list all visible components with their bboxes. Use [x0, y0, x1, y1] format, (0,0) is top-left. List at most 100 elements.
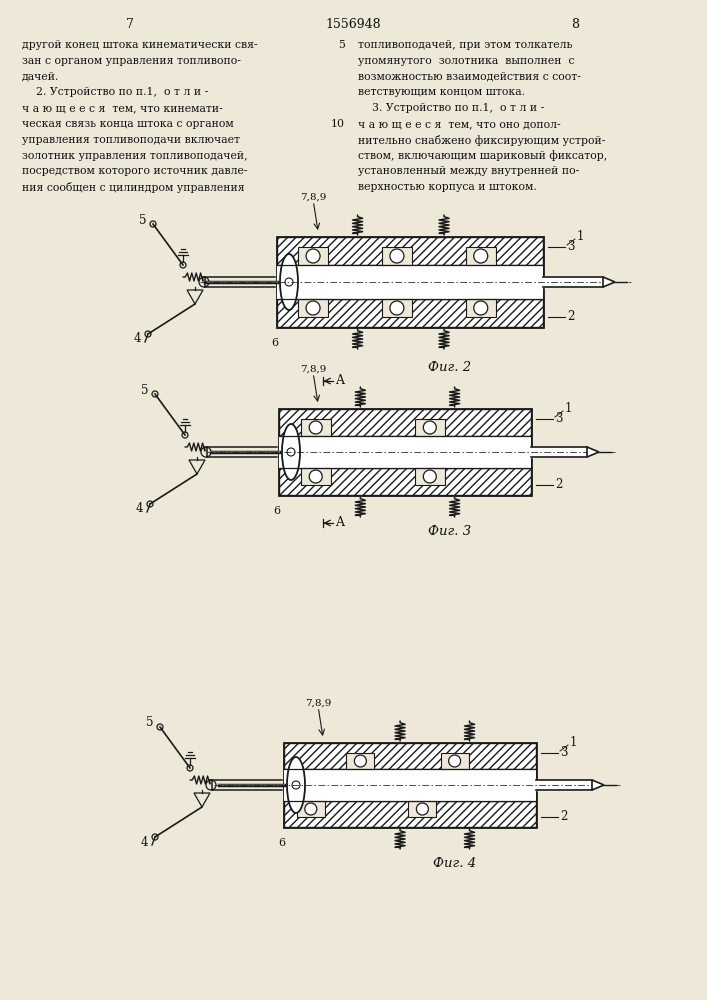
Bar — [284, 743, 536, 769]
Circle shape — [152, 834, 158, 840]
Text: 10: 10 — [331, 119, 345, 129]
Circle shape — [390, 301, 404, 315]
Circle shape — [309, 470, 322, 483]
Bar — [346, 753, 375, 769]
Bar — [298, 247, 328, 265]
Text: 1: 1 — [570, 736, 578, 750]
Bar — [277, 237, 543, 265]
Bar — [279, 409, 531, 495]
Circle shape — [474, 249, 488, 263]
Text: упомянутого  золотника  выполнен  с: упомянутого золотника выполнен с — [358, 56, 575, 66]
Text: 2: 2 — [560, 810, 568, 824]
Circle shape — [292, 781, 300, 789]
Circle shape — [309, 421, 322, 434]
Text: посредством которого источник давле-: посредством которого источник давле- — [22, 166, 247, 176]
Bar — [298, 299, 328, 317]
Bar — [466, 247, 496, 265]
Bar — [277, 299, 543, 327]
Bar — [284, 743, 536, 827]
Text: ством, включающим шариковый фиксатор,: ством, включающим шариковый фиксатор, — [358, 151, 607, 161]
Text: Фиг. 2: Фиг. 2 — [428, 361, 472, 374]
Text: 1: 1 — [565, 402, 573, 416]
Circle shape — [306, 301, 320, 315]
Circle shape — [416, 803, 428, 815]
Text: 4: 4 — [136, 502, 144, 516]
Circle shape — [187, 765, 193, 771]
Circle shape — [423, 421, 436, 434]
Polygon shape — [187, 290, 203, 304]
Text: 5: 5 — [146, 716, 153, 730]
Bar — [382, 299, 412, 317]
Text: 7,8,9: 7,8,9 — [300, 364, 327, 373]
Circle shape — [157, 724, 163, 730]
Circle shape — [423, 470, 436, 483]
Text: дачей.: дачей. — [22, 72, 59, 82]
Text: Фиг. 4: Фиг. 4 — [433, 857, 477, 870]
Text: установленный между внутренней по-: установленный между внутренней по- — [358, 166, 579, 176]
Bar — [279, 468, 531, 495]
Bar — [440, 753, 469, 769]
Text: 3: 3 — [567, 240, 575, 253]
Text: Фиг. 3: Фиг. 3 — [428, 525, 472, 538]
Text: 7,8,9: 7,8,9 — [300, 192, 327, 202]
Text: нительно снабжено фиксирующим устрой-: нительно снабжено фиксирующим устрой- — [358, 135, 605, 146]
Bar — [415, 468, 445, 485]
Text: возможностью взаимодействия с соот-: возможностью взаимодействия с соот- — [358, 72, 581, 82]
Circle shape — [206, 780, 216, 790]
Circle shape — [199, 277, 209, 287]
Text: 5: 5 — [338, 40, 345, 50]
Circle shape — [180, 262, 186, 268]
Text: 3: 3 — [560, 746, 568, 760]
Text: 4: 4 — [141, 836, 148, 848]
Bar — [466, 299, 496, 317]
Bar — [415, 419, 445, 436]
Polygon shape — [603, 277, 615, 287]
Polygon shape — [189, 460, 205, 474]
Text: 6: 6 — [273, 506, 280, 516]
Ellipse shape — [287, 757, 305, 813]
Text: 7,8,9: 7,8,9 — [305, 698, 332, 708]
Circle shape — [145, 331, 151, 337]
Polygon shape — [587, 447, 599, 457]
Text: ветствующим концом штока.: ветствующим концом штока. — [358, 87, 525, 97]
Circle shape — [305, 803, 317, 815]
Circle shape — [449, 755, 461, 767]
Bar — [382, 247, 412, 265]
Circle shape — [474, 301, 488, 315]
Text: 2. Устройство по п.1,  о т л и -: 2. Устройство по п.1, о т л и - — [22, 87, 209, 97]
Text: топливоподачей, при этом толкатель: топливоподачей, при этом толкатель — [358, 40, 573, 50]
Text: 7: 7 — [126, 18, 134, 31]
Bar — [297, 801, 325, 817]
Circle shape — [306, 249, 320, 263]
Text: ч а ю щ е е с я  тем, что кинемати-: ч а ю щ е е с я тем, что кинемати- — [22, 103, 223, 113]
Circle shape — [152, 391, 158, 397]
Text: A: A — [334, 516, 344, 530]
Ellipse shape — [282, 424, 300, 480]
Text: 3: 3 — [555, 412, 563, 426]
Text: A: A — [334, 374, 344, 387]
Text: управления топливоподачи включает: управления топливоподачи включает — [22, 135, 240, 145]
Bar — [409, 801, 436, 817]
Text: ческая связь конца штока с органом: ческая связь конца штока с органом — [22, 119, 234, 129]
Polygon shape — [592, 780, 604, 790]
Circle shape — [287, 448, 295, 456]
Text: 5: 5 — [139, 214, 146, 227]
Text: ч а ю щ е е с я  тем, что оно допол-: ч а ю щ е е с я тем, что оно допол- — [358, 119, 561, 129]
Text: 6: 6 — [278, 838, 285, 848]
Text: 2: 2 — [555, 479, 562, 491]
Text: 1556948: 1556948 — [325, 18, 381, 31]
Circle shape — [285, 278, 293, 286]
Text: 1: 1 — [577, 231, 585, 243]
Text: 5: 5 — [141, 383, 148, 396]
Bar — [279, 436, 531, 468]
Circle shape — [150, 221, 156, 227]
Text: другой конец штока кинематически свя-: другой конец штока кинематически свя- — [22, 40, 257, 50]
Circle shape — [390, 249, 404, 263]
Bar — [277, 265, 543, 299]
Polygon shape — [194, 793, 210, 807]
Bar — [279, 409, 531, 436]
Bar — [277, 237, 543, 327]
Bar — [300, 419, 331, 436]
Circle shape — [182, 432, 188, 438]
Bar — [300, 468, 331, 485]
